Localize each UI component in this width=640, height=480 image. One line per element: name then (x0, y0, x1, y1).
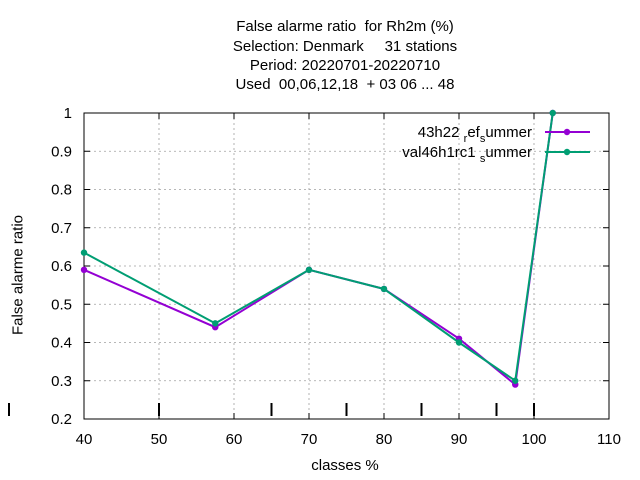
legend-label: val46h1rc1 summer (402, 144, 532, 165)
y-tick-label: 0.4 (51, 335, 72, 352)
x-axis-label: classes % (311, 457, 379, 474)
grid (84, 113, 609, 419)
x-tick-label: 60 (226, 431, 243, 448)
data-point (549, 109, 556, 117)
x-tick-label: 110 (597, 431, 621, 448)
x-tick-label: 70 (301, 431, 318, 448)
data-point (80, 266, 88, 274)
legend-label: 43h22 refsummer (418, 124, 532, 145)
plot-frame (83, 112, 610, 420)
y-tick-label: 0.2 (51, 411, 72, 428)
data-point (512, 377, 519, 384)
y-tick-label: 0.6 (51, 258, 72, 275)
x-tick-label: 80 (376, 431, 393, 448)
x-tick-label: 90 (451, 431, 468, 448)
series-lines (80, 109, 556, 388)
y-tick-label: 0.5 (51, 296, 72, 313)
x-tick-label: 100 (521, 431, 546, 448)
x-tick-label: 40 (76, 431, 93, 448)
y-tick-label: 1 (64, 105, 72, 122)
title-line-2: Selection: Denmark 31 stations (232, 38, 458, 55)
y-tick-label: 0.9 (51, 143, 72, 160)
legend-marker (563, 148, 571, 156)
title-line-1: False alarme ratio for Rh2m (%) (236, 18, 454, 35)
title-line-3: Period: 20220701-20220710 (249, 57, 441, 74)
data-point (380, 285, 388, 293)
title-line-4: Used 00,06,12,18 + 03 06 ... 48 (235, 76, 455, 93)
legend-marker (563, 128, 571, 136)
axis-ticks: 0.2 0.3 0.4 0.5 0.6 0.7 0.8 0.9 1 40 50 60 70 80 90 100… (8, 105, 621, 448)
data-point (305, 266, 313, 274)
data-point (455, 339, 463, 346)
y-tick-label: 0.7 (51, 220, 72, 237)
series-2 (80, 109, 556, 384)
y-tick-label: 0.8 (51, 182, 72, 199)
data-point (80, 249, 88, 256)
data-point (212, 320, 219, 327)
x-tick-label: 50 (151, 431, 168, 448)
y-tick-label: 0.3 (51, 373, 72, 390)
